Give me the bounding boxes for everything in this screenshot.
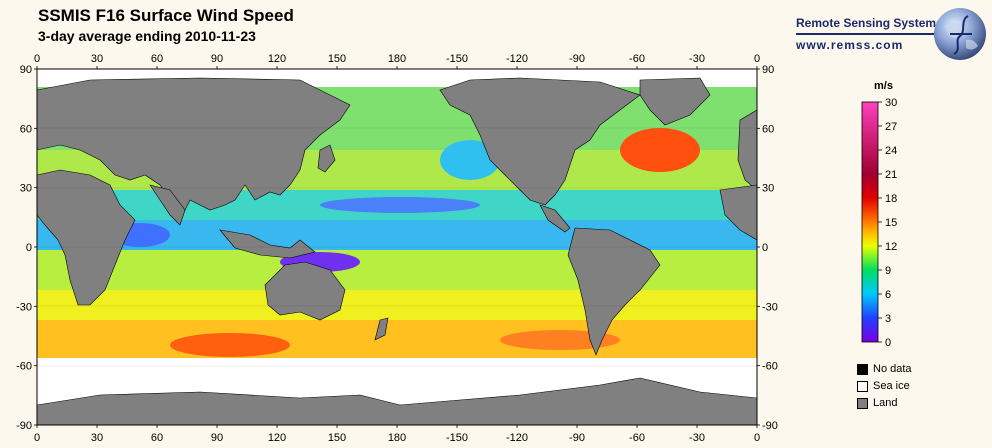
lat-tick-label: -90 bbox=[16, 420, 32, 432]
lon-tick-label: -150 bbox=[446, 53, 468, 65]
lon-tick-label: -60 bbox=[629, 432, 645, 444]
land-north-america bbox=[439, 77, 641, 206]
lon-tick-label: 30 bbox=[91, 53, 103, 65]
land-south-america bbox=[567, 227, 661, 356]
lon-tick-label: -90 bbox=[569, 53, 585, 65]
lon-axis-top: 0 30 60 90 120 150 180 -150 -120 -90 -60 -30 0 bbox=[34, 53, 760, 69]
lon-tick-label: 0 bbox=[754, 53, 760, 65]
brand-block[interactable]: Remote Sensing Systems www.remss.com bbox=[796, 16, 991, 66]
colorbar-tick-label: 12 bbox=[885, 241, 897, 253]
colorbar-tick-label: 27 bbox=[885, 121, 897, 133]
colorbar-tick-label: 9 bbox=[885, 265, 891, 277]
colorbar-tick-label: 18 bbox=[885, 193, 897, 205]
land-africa bbox=[37, 169, 136, 306]
colorbar-tick-label: 15 bbox=[885, 217, 897, 229]
lon-tick-label: -120 bbox=[506, 432, 528, 444]
legend-label: Sea ice bbox=[873, 380, 910, 392]
legend-label: Land bbox=[873, 397, 898, 409]
lat-tick-label: 30 bbox=[20, 183, 32, 195]
legend-swatch bbox=[857, 363, 868, 375]
wind-band bbox=[320, 197, 480, 213]
lon-tick-label: 0 bbox=[754, 432, 760, 444]
land-central-america bbox=[539, 204, 571, 233]
lat-tick-label: 90 bbox=[762, 64, 774, 76]
lon-tick-label: -30 bbox=[689, 432, 705, 444]
legend-item-land: Land bbox=[857, 396, 897, 410]
wind-band bbox=[440, 140, 500, 180]
lon-tick-label: -120 bbox=[506, 53, 528, 65]
lon-tick-label: 180 bbox=[388, 432, 406, 444]
land-india bbox=[149, 184, 186, 226]
lat-tick-label: -30 bbox=[762, 301, 778, 313]
legend-item-no-data: No data bbox=[857, 362, 912, 376]
wind-band bbox=[620, 128, 700, 172]
lon-tick-label: 150 bbox=[328, 432, 346, 444]
colorbar bbox=[861, 101, 879, 343]
legend-swatch bbox=[857, 380, 868, 392]
land-antarctica bbox=[37, 377, 757, 425]
colorbar-unit: m/s bbox=[874, 80, 893, 92]
lon-tick-label: 150 bbox=[328, 53, 346, 65]
lat-tick-label: 60 bbox=[20, 123, 32, 135]
land-australia bbox=[264, 261, 346, 321]
lat-tick-label: -60 bbox=[16, 361, 32, 373]
brand-underline bbox=[796, 33, 948, 35]
colorbar-tick-label: 6 bbox=[885, 289, 891, 301]
colorbar-tick-label: 21 bbox=[885, 169, 897, 181]
lat-tick-label: -90 bbox=[762, 420, 778, 432]
lon-tick-label: 90 bbox=[211, 432, 223, 444]
map-panel bbox=[37, 69, 757, 425]
lon-tick-label: 0 bbox=[34, 432, 40, 444]
lon-tick-label: 90 bbox=[211, 53, 223, 65]
wind-band bbox=[170, 333, 290, 357]
legend-swatch bbox=[857, 397, 868, 409]
lon-tick-label: 120 bbox=[268, 432, 286, 444]
lon-axis-bottom: 0 30 60 90 120 150 180 -150 -120 -90 -60 -30 0 bbox=[34, 425, 760, 444]
colorbar-tick-label: 3 bbox=[885, 313, 891, 325]
lon-tick-label: 60 bbox=[151, 53, 163, 65]
lat-tick-label: -60 bbox=[762, 361, 778, 373]
colorbar-tick-label: 0 bbox=[885, 337, 891, 349]
legend-item-sea-ice: Sea ice bbox=[857, 379, 910, 393]
lon-tick-label: -60 bbox=[629, 53, 645, 65]
lat-tick-label: 30 bbox=[762, 183, 774, 195]
globe-icon bbox=[934, 8, 986, 60]
lon-tick-label: 180 bbox=[388, 53, 406, 65]
colorbar-tick-label: 30 bbox=[885, 97, 897, 109]
wind-band bbox=[37, 320, 757, 358]
lat-axis-left: 90 60 30 0 -30 -60 -90 bbox=[16, 64, 37, 432]
lat-tick-label: 60 bbox=[762, 123, 774, 135]
lon-tick-label: -90 bbox=[569, 432, 585, 444]
lon-tick-label: 0 bbox=[34, 53, 40, 65]
brand-name: Remote Sensing Systems bbox=[796, 16, 943, 30]
lat-tick-label: 90 bbox=[20, 64, 32, 76]
lat-tick-label: -30 bbox=[16, 301, 32, 313]
wind-band bbox=[37, 290, 757, 320]
land-new-zealand bbox=[374, 317, 389, 341]
lat-tick-label: 0 bbox=[762, 242, 768, 254]
land-japan bbox=[317, 144, 336, 173]
legend-label: No data bbox=[873, 363, 912, 375]
lon-tick-label: 60 bbox=[151, 432, 163, 444]
land-indonesia bbox=[219, 229, 316, 259]
land-africa-west bbox=[719, 184, 757, 241]
lon-tick-label: -30 bbox=[689, 53, 705, 65]
lat-axis-right: 90 60 30 0 -30 -60 -90 bbox=[757, 64, 778, 432]
land-greenland bbox=[639, 77, 711, 126]
page-title: SSMIS F16 Surface Wind Speed bbox=[38, 6, 294, 25]
map-grid bbox=[37, 127, 757, 367]
lon-tick-label: 30 bbox=[91, 432, 103, 444]
lat-tick-label: 0 bbox=[26, 242, 32, 254]
colorbar-tick-label: 24 bbox=[885, 145, 897, 157]
lon-tick-label: -150 bbox=[446, 432, 468, 444]
page-subtitle: 3-day average ending 2010-11-23 bbox=[38, 28, 256, 44]
brand-url[interactable]: www.remss.com bbox=[796, 38, 904, 52]
land-europe-west bbox=[737, 109, 757, 191]
land-eurasia bbox=[37, 77, 351, 221]
lon-tick-label: 120 bbox=[268, 53, 286, 65]
